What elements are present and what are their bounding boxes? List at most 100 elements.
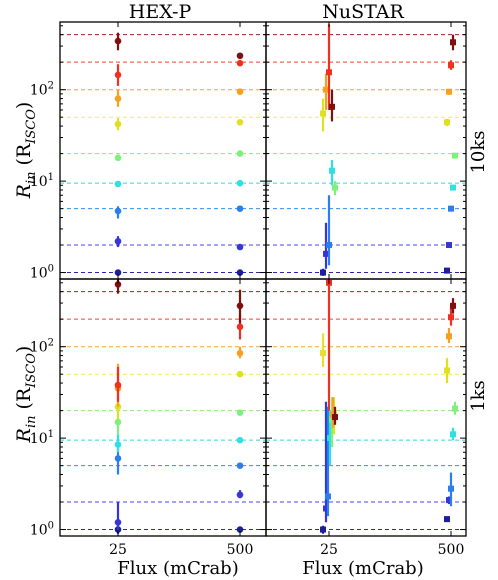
data-point [236, 205, 244, 212]
data-point [114, 154, 122, 162]
data-point [114, 455, 122, 462]
data-point [329, 167, 335, 174]
panel-frame [265, 278, 467, 537]
y-tick-label: 100 [30, 521, 54, 539]
data-point [236, 59, 244, 67]
y-tick-label: 101 [30, 172, 54, 190]
data-point [114, 71, 122, 79]
data-points [320, 279, 458, 534]
data-point [236, 52, 244, 60]
data-point [320, 110, 326, 117]
data-point [329, 103, 335, 110]
panel-frame [59, 278, 267, 537]
x-axis-label-hexp: Flux (mCrab) [117, 558, 238, 579]
svg-text:Rin (RISCO): Rin (RISCO) [13, 102, 39, 200]
panel-frame [265, 21, 467, 280]
data-point [236, 370, 244, 378]
data-points [114, 32, 244, 276]
data-point [452, 405, 458, 412]
data-point [114, 441, 122, 448]
data-point [236, 179, 244, 187]
data-point [446, 497, 452, 504]
x-tick-label: 25 [320, 542, 338, 558]
data-point [236, 491, 244, 499]
data-point [114, 381, 122, 389]
data-point [450, 302, 456, 309]
data-point [114, 281, 122, 288]
data-point [320, 350, 326, 357]
data-point [236, 526, 244, 533]
data-point [444, 367, 450, 374]
data-point [236, 269, 244, 276]
data-points [114, 279, 244, 534]
data-point [114, 37, 122, 45]
y-axis-label-bottom: Rin (RISCO) [13, 346, 39, 444]
panel-1ks-hex-p: 100 101 102 25 500 [30, 278, 267, 558]
data-point [320, 269, 326, 276]
data-point [236, 323, 244, 331]
data-point [114, 120, 122, 128]
data-point [323, 250, 329, 257]
data-point [236, 462, 244, 469]
y-tick-label: 100 [30, 264, 54, 282]
reference-lines [266, 291, 466, 531]
data-point [446, 88, 452, 95]
data-point [236, 436, 244, 444]
data-point [327, 435, 333, 442]
row-label-1ks: 1ks [468, 380, 489, 412]
data-point [450, 184, 456, 191]
data-point [114, 519, 122, 526]
data-point [236, 349, 244, 357]
panel-1ks-nustar: 25 500 [265, 278, 467, 558]
panel-10ks-hex-p: 100 101 102 [30, 21, 267, 282]
x-tick-label: 500 [227, 542, 254, 558]
data-point [326, 69, 332, 76]
reference-lines [266, 34, 466, 274]
data-point [236, 302, 244, 310]
data-point [448, 485, 454, 492]
data-point [446, 333, 452, 340]
data-point [448, 314, 454, 321]
panel-frame [59, 21, 267, 280]
data-point [236, 118, 244, 126]
data-point [332, 414, 338, 421]
data-point [114, 418, 122, 426]
y-tick-label: 101 [30, 429, 54, 447]
x-tick-label: 500 [438, 542, 465, 558]
data-point [448, 62, 454, 69]
data-point [236, 409, 244, 416]
data-points [320, 24, 458, 276]
data-point [444, 119, 450, 126]
data-point [320, 526, 326, 533]
data-point [452, 152, 458, 159]
data-point [325, 493, 331, 500]
data-point [326, 242, 332, 249]
data-point [446, 242, 452, 249]
y-tick-label: 102 [30, 338, 54, 356]
y-tick-label: 102 [30, 81, 54, 99]
data-point [236, 243, 244, 251]
data-point [114, 269, 122, 276]
data-point [114, 403, 122, 411]
data-point [323, 505, 329, 512]
column-title-hexp: HEX-P [129, 1, 192, 23]
svg-text:Rin (RISCO): Rin (RISCO) [13, 346, 39, 444]
data-point [114, 207, 122, 215]
data-point [450, 431, 456, 438]
reference-lines [60, 34, 266, 274]
x-axis-label-nustar: Flux (mCrab) [302, 558, 423, 579]
panel-10ks-nustar [265, 21, 467, 280]
data-point [444, 267, 450, 274]
data-point [114, 95, 122, 102]
data-point [236, 150, 244, 157]
x-tick-label: 25 [109, 542, 127, 558]
data-point [323, 86, 329, 93]
data-point [332, 184, 338, 191]
data-point [114, 237, 122, 245]
data-point [448, 205, 454, 212]
reference-lines [60, 291, 266, 531]
data-point [114, 180, 122, 188]
data-point [444, 516, 450, 523]
row-label-10ks: 10ks [468, 130, 489, 173]
